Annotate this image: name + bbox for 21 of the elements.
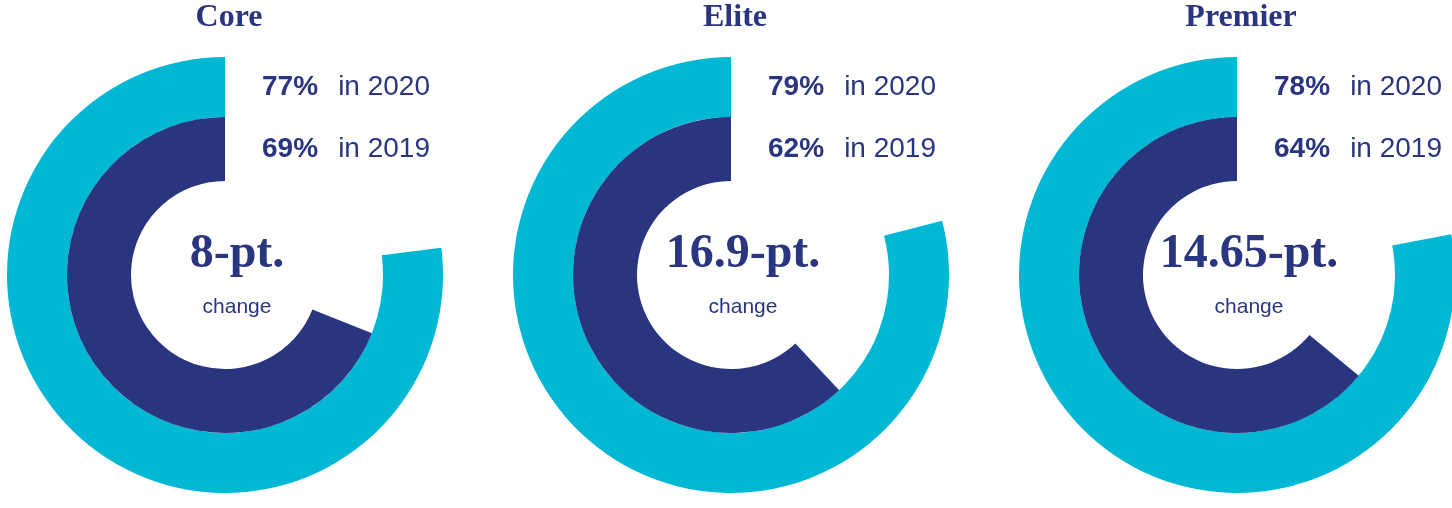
text: 14.65-pt. [1159, 224, 1339, 277]
text: Elite [703, 0, 767, 33]
category-label: in 2019 [1350, 132, 1442, 163]
text: 16.9-pt. [665, 224, 821, 277]
text: Core [195, 0, 263, 33]
data-label: 79% [768, 70, 825, 101]
text: 8-pt. [189, 224, 285, 277]
text: change [202, 294, 272, 317]
category-label: in 2020 [338, 70, 430, 101]
data-label: 77% [262, 70, 319, 101]
category-label: in 2020 [844, 70, 936, 101]
category-label: in 2020 [1350, 70, 1442, 101]
data-label: 78% [1274, 70, 1331, 101]
text: change [1214, 294, 1284, 317]
category-label: in 2019 [338, 132, 430, 163]
data-label: 64% [1274, 132, 1331, 163]
data-label: 69% [262, 132, 319, 163]
text: Premier [1185, 0, 1297, 33]
category-label: in 2019 [844, 132, 936, 163]
text: change [708, 294, 778, 317]
data-label: 62% [768, 132, 825, 163]
